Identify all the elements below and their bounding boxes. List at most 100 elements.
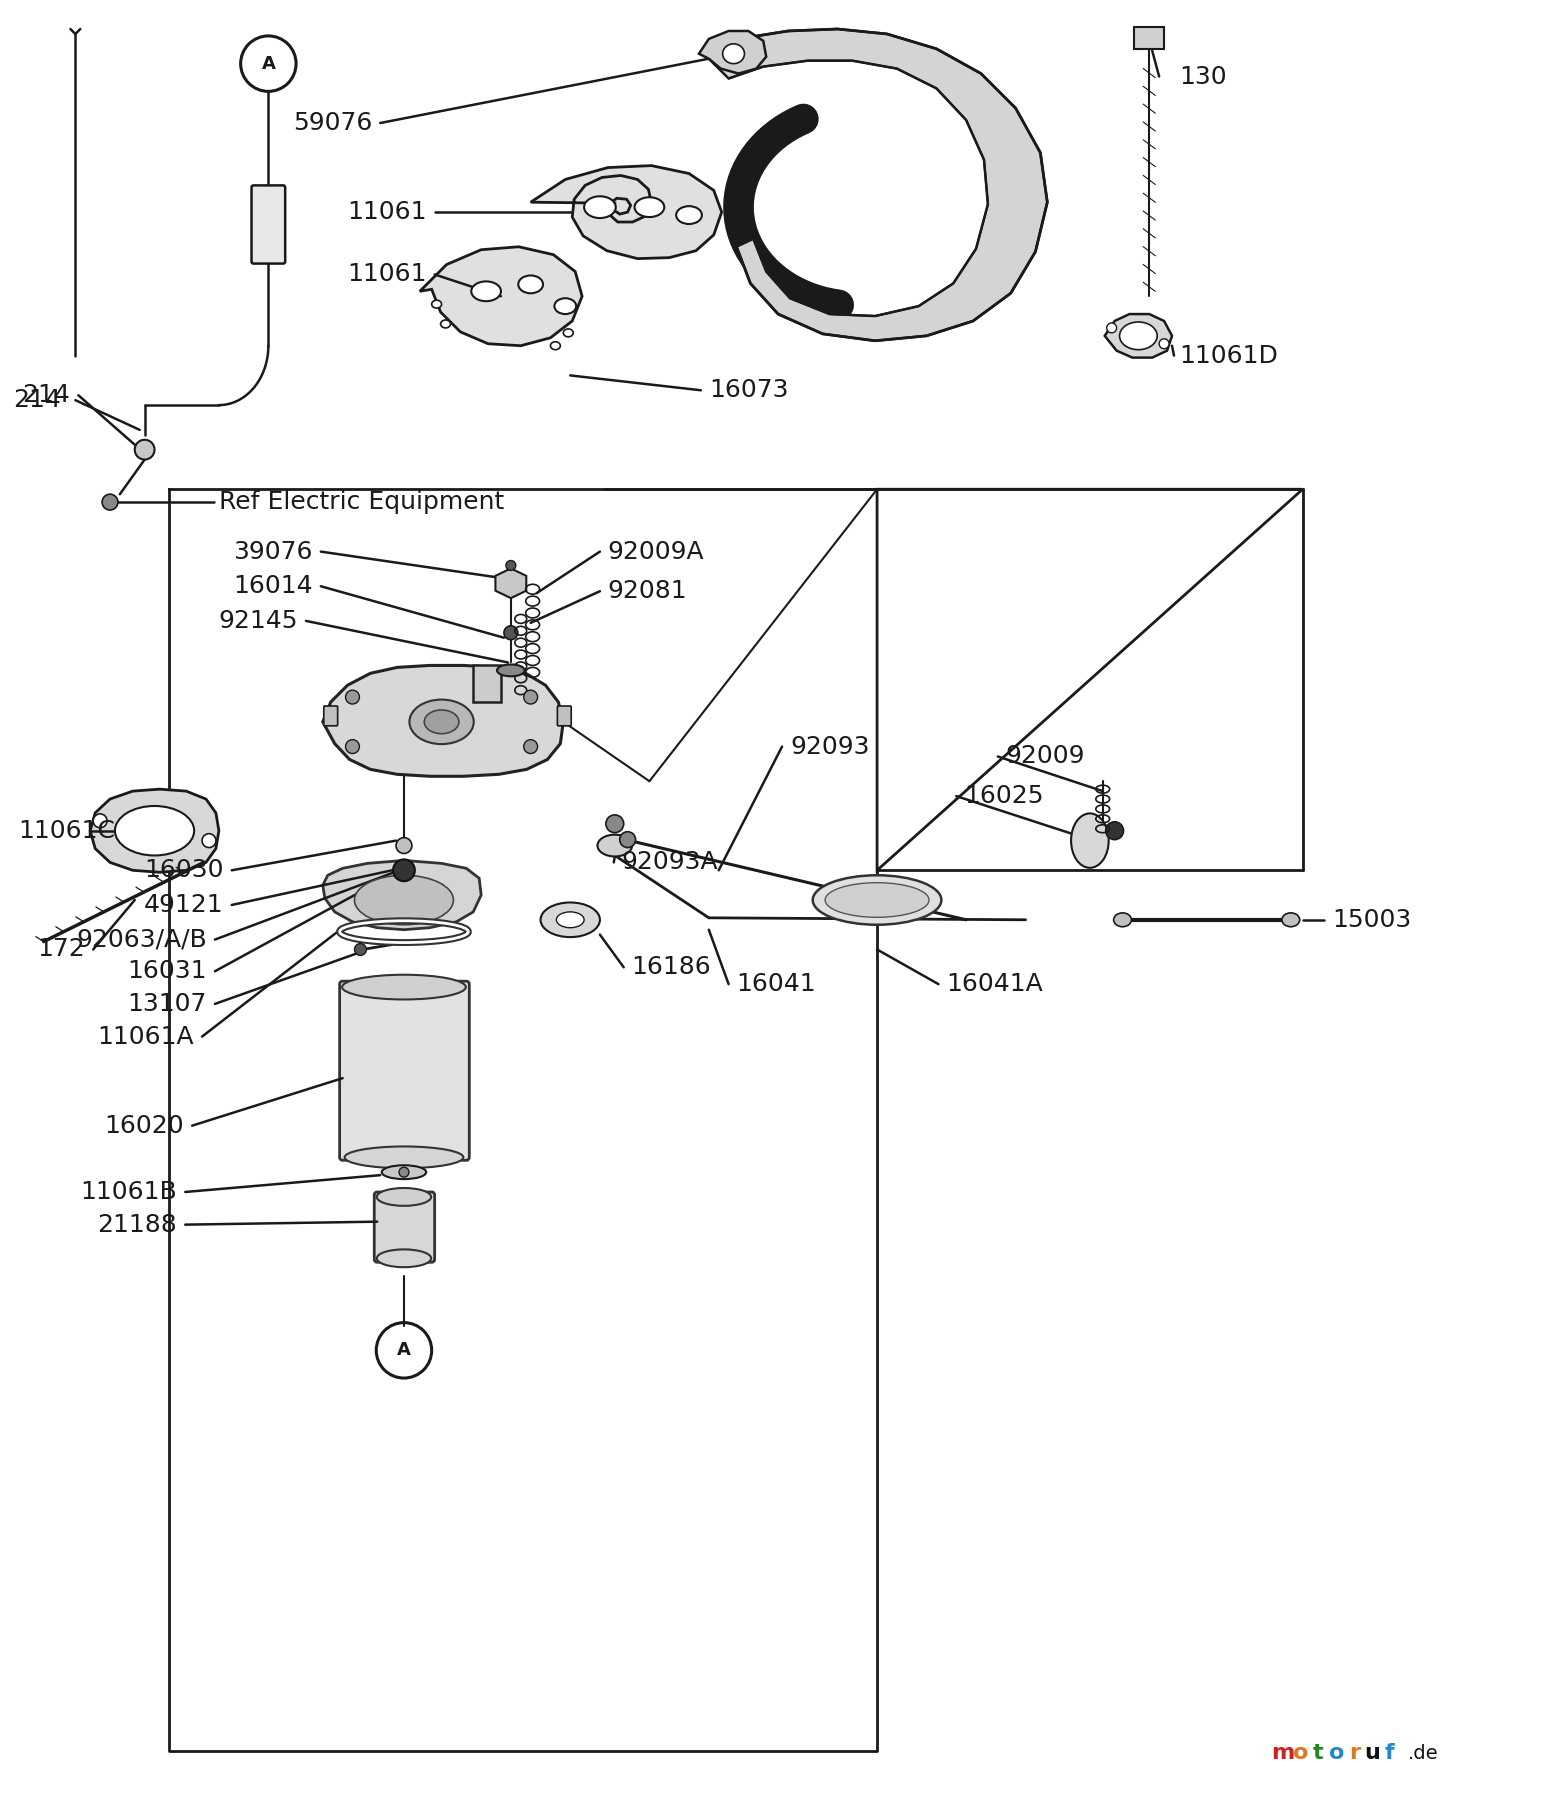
FancyBboxPatch shape — [340, 981, 470, 1161]
Text: 92009: 92009 — [1005, 745, 1085, 769]
Ellipse shape — [1071, 814, 1108, 868]
Text: 214: 214 — [12, 389, 61, 412]
Ellipse shape — [440, 320, 451, 328]
Circle shape — [1105, 823, 1124, 839]
Text: 11061C: 11061C — [19, 819, 116, 842]
FancyBboxPatch shape — [323, 706, 337, 725]
Text: 11061A: 11061A — [97, 1024, 194, 1049]
Text: f: f — [1385, 1742, 1394, 1764]
Text: 130: 130 — [1179, 65, 1227, 88]
Text: .de: .de — [1408, 1744, 1438, 1762]
Circle shape — [354, 943, 367, 956]
Text: r: r — [1349, 1742, 1360, 1764]
Ellipse shape — [425, 709, 459, 734]
Text: t: t — [1313, 1742, 1324, 1764]
Polygon shape — [420, 247, 582, 346]
Text: Ref Electric Equipment: Ref Electric Equipment — [219, 490, 504, 515]
Circle shape — [393, 859, 415, 882]
Text: 11061B: 11061B — [81, 1181, 178, 1204]
Text: 16030: 16030 — [144, 859, 223, 882]
Ellipse shape — [598, 835, 632, 857]
Text: A: A — [396, 1341, 411, 1359]
Ellipse shape — [382, 1165, 426, 1179]
Text: 16020: 16020 — [105, 1114, 184, 1138]
Ellipse shape — [813, 875, 941, 925]
Text: m: m — [1271, 1742, 1294, 1764]
Text: 39076: 39076 — [234, 540, 312, 563]
Circle shape — [1107, 322, 1116, 333]
Ellipse shape — [432, 301, 442, 308]
Ellipse shape — [556, 913, 584, 927]
Text: 16025: 16025 — [965, 785, 1044, 808]
Text: 92093A: 92093A — [621, 850, 718, 875]
Text: 214: 214 — [22, 383, 70, 407]
Circle shape — [504, 626, 518, 639]
Circle shape — [201, 833, 215, 848]
Circle shape — [524, 689, 537, 704]
Polygon shape — [91, 788, 219, 873]
Ellipse shape — [540, 902, 599, 938]
Polygon shape — [699, 31, 766, 74]
Ellipse shape — [471, 281, 501, 301]
Ellipse shape — [376, 1188, 431, 1206]
Ellipse shape — [564, 329, 573, 337]
Text: 11061: 11061 — [347, 200, 426, 225]
Ellipse shape — [551, 342, 560, 349]
Ellipse shape — [354, 875, 453, 925]
Ellipse shape — [676, 207, 702, 223]
Text: 92063/A/B: 92063/A/B — [76, 927, 208, 952]
Text: A: A — [261, 54, 275, 72]
Ellipse shape — [342, 976, 465, 999]
Polygon shape — [704, 29, 1047, 340]
Polygon shape — [531, 166, 721, 259]
Polygon shape — [877, 490, 1303, 871]
Ellipse shape — [635, 198, 665, 218]
Text: u: u — [1364, 1742, 1380, 1764]
Circle shape — [94, 814, 108, 828]
Ellipse shape — [1113, 913, 1132, 927]
Polygon shape — [473, 666, 501, 702]
Ellipse shape — [518, 275, 543, 293]
Ellipse shape — [584, 196, 615, 218]
Ellipse shape — [376, 1249, 431, 1267]
Ellipse shape — [116, 806, 194, 855]
Ellipse shape — [409, 700, 473, 743]
Ellipse shape — [723, 43, 745, 63]
Ellipse shape — [496, 664, 524, 677]
Text: 13107: 13107 — [128, 992, 208, 1015]
Text: 16041A: 16041A — [946, 972, 1043, 995]
Polygon shape — [495, 569, 526, 598]
Ellipse shape — [554, 299, 576, 313]
Text: 11061: 11061 — [347, 263, 426, 286]
Text: o: o — [1328, 1742, 1344, 1764]
Circle shape — [1160, 338, 1169, 349]
Text: 11061D: 11061D — [1179, 344, 1278, 367]
Circle shape — [396, 837, 412, 853]
Circle shape — [400, 1166, 409, 1177]
Text: 92009A: 92009A — [607, 540, 704, 563]
Polygon shape — [1105, 313, 1172, 358]
Text: 92093: 92093 — [790, 734, 869, 758]
FancyBboxPatch shape — [251, 185, 286, 263]
Text: 92081: 92081 — [607, 580, 687, 603]
Text: 16041: 16041 — [737, 972, 816, 995]
Circle shape — [506, 560, 515, 571]
Text: 92145: 92145 — [219, 608, 298, 634]
Polygon shape — [323, 860, 481, 929]
Ellipse shape — [1282, 913, 1300, 927]
Ellipse shape — [1119, 322, 1157, 349]
FancyBboxPatch shape — [375, 1192, 434, 1262]
Text: 21188: 21188 — [97, 1213, 178, 1237]
Text: 16186: 16186 — [632, 956, 712, 979]
Text: o: o — [1293, 1742, 1308, 1764]
FancyBboxPatch shape — [557, 706, 571, 725]
Polygon shape — [323, 666, 564, 776]
Circle shape — [345, 689, 359, 704]
Text: 16014: 16014 — [233, 574, 312, 598]
Circle shape — [134, 439, 155, 459]
Text: 16031: 16031 — [128, 959, 208, 983]
Text: 16073: 16073 — [709, 378, 788, 401]
Text: 49121: 49121 — [144, 893, 223, 916]
Text: 15003: 15003 — [1333, 907, 1411, 932]
Ellipse shape — [345, 1147, 464, 1168]
